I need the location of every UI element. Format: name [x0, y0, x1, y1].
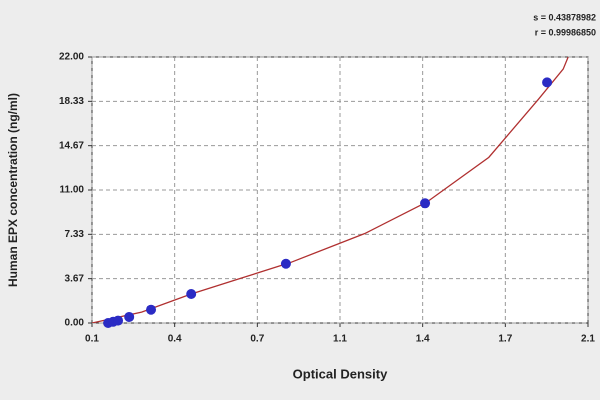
x-axis-label: Optical Density [293, 366, 388, 381]
y-tick-label: 3.67 [65, 273, 85, 284]
x-tick-label: 2.1 [581, 334, 595, 345]
x-tick-label: 1.1 [333, 334, 347, 345]
x-tick-label: 1.7 [498, 334, 512, 345]
y-tick-label: 18.33 [59, 96, 84, 107]
data-point [420, 198, 431, 209]
y-tick-label: 0.00 [65, 318, 85, 329]
data-point [280, 258, 291, 269]
data-point [113, 315, 124, 326]
fit-curve [92, 57, 569, 323]
y-axis-label: Human EPX concentration (ng/ml) [6, 93, 20, 287]
y-tick-label: 22.00 [59, 52, 84, 63]
data-point [542, 77, 553, 88]
y-tick-label: 14.67 [59, 140, 84, 151]
y-tick-label: 7.33 [65, 229, 85, 240]
x-tick-label: 0.4 [168, 334, 182, 345]
annotation: s = 0.43878982 [533, 12, 596, 22]
annotation: r = 0.99986850 [535, 27, 596, 37]
x-tick-label: 0.1 [85, 334, 99, 345]
y-tick-label: 11.00 [60, 185, 85, 196]
data-point [124, 311, 135, 322]
data-point [146, 304, 157, 315]
x-tick-label: 1.4 [416, 334, 430, 345]
data-point [186, 288, 197, 299]
x-tick-label: 0.7 [250, 334, 264, 345]
